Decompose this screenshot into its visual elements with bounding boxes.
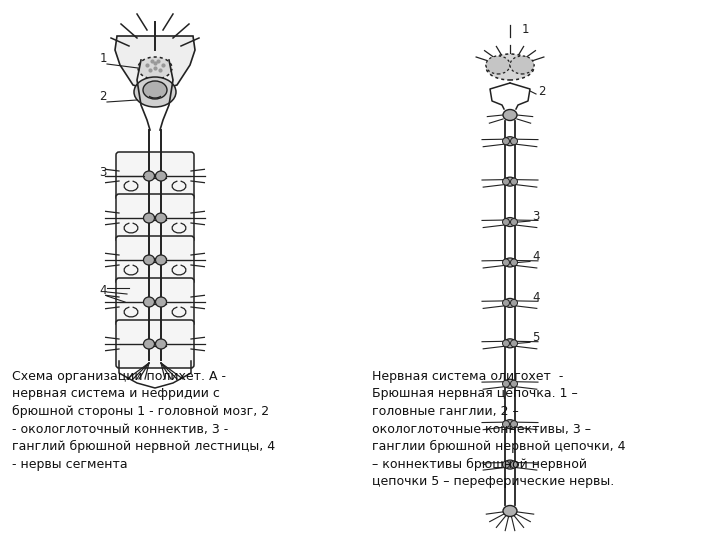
Ellipse shape [510,380,518,387]
Ellipse shape [510,178,518,185]
Text: 3: 3 [99,166,107,179]
Text: 2: 2 [538,85,546,98]
Ellipse shape [504,177,516,186]
Ellipse shape [510,299,518,306]
Ellipse shape [503,380,510,387]
Ellipse shape [510,138,518,145]
FancyBboxPatch shape [116,320,194,368]
Ellipse shape [156,297,166,307]
Ellipse shape [504,379,516,388]
Ellipse shape [504,420,516,429]
Ellipse shape [503,178,510,185]
Ellipse shape [143,81,167,99]
Ellipse shape [503,461,510,468]
Ellipse shape [486,56,510,74]
Ellipse shape [503,421,510,428]
Ellipse shape [503,299,510,306]
Ellipse shape [503,340,510,347]
Ellipse shape [510,219,518,226]
FancyBboxPatch shape [116,152,194,200]
Ellipse shape [486,54,534,80]
Ellipse shape [504,218,516,227]
Text: Схема организации полихет. А -
нервная система и нефридии с
брюшной стороны 1 - : Схема организации полихет. А - нервная с… [12,370,275,471]
Text: Нервная система олигохет  -
Брюшная нервная цепочка. 1 –
головные ганглии, 2 –
о: Нервная система олигохет - Брюшная нервн… [372,370,626,488]
Text: 4: 4 [532,251,539,264]
FancyBboxPatch shape [116,278,194,326]
Text: 5: 5 [532,332,539,345]
Ellipse shape [156,213,166,223]
Text: 3: 3 [532,210,539,223]
Text: 4: 4 [532,291,539,304]
Ellipse shape [138,57,172,79]
Ellipse shape [143,339,155,349]
Ellipse shape [156,171,166,181]
Ellipse shape [504,258,516,267]
Ellipse shape [510,461,518,468]
Text: 1: 1 [522,23,529,36]
Ellipse shape [156,255,166,265]
Polygon shape [115,36,195,92]
Ellipse shape [503,138,510,145]
Ellipse shape [143,213,155,223]
Ellipse shape [156,339,166,349]
Ellipse shape [504,460,516,469]
Ellipse shape [143,171,155,181]
Text: 1: 1 [99,52,107,65]
Ellipse shape [503,259,510,266]
Ellipse shape [510,259,518,266]
Ellipse shape [503,505,517,516]
Ellipse shape [504,299,516,307]
Ellipse shape [504,339,516,348]
Text: 4: 4 [99,284,107,297]
FancyBboxPatch shape [116,236,194,284]
FancyBboxPatch shape [116,194,194,242]
Ellipse shape [504,137,516,146]
Text: 2: 2 [99,90,107,103]
Ellipse shape [503,219,510,226]
Ellipse shape [510,56,534,74]
Ellipse shape [134,77,176,107]
Ellipse shape [143,297,155,307]
Ellipse shape [503,110,517,120]
Ellipse shape [143,255,155,265]
Ellipse shape [510,340,518,347]
Ellipse shape [510,421,518,428]
